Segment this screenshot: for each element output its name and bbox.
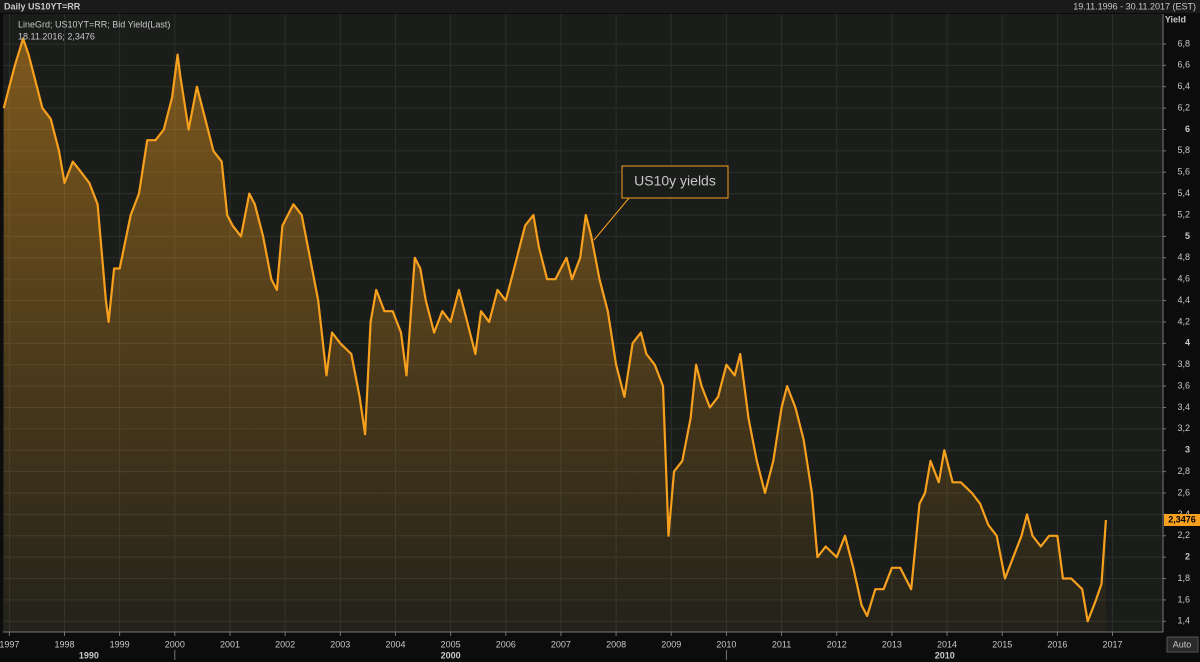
y-tick-label: 6,6 [1177,60,1190,70]
y-tick-label: 4 [1185,338,1190,348]
y-axis-label: Yield [1165,14,1186,24]
y-tick-label: 5,4 [1177,188,1190,198]
y-tick-label: 3,6 [1177,380,1190,390]
y-tick-label: 6,2 [1177,102,1190,112]
decade-label: 2000 [441,650,461,660]
x-tick-label: 1998 [54,639,74,649]
y-tick-label: 2,6 [1177,487,1190,497]
decade-label: 1990 [79,650,99,660]
auto-button[interactable] [1166,636,1199,653]
x-tick-label: 2004 [385,639,405,649]
y-tick-label: 5,8 [1177,145,1190,155]
y-tick-label: 2,8 [1177,466,1190,476]
annotation-leader [593,197,630,241]
x-tick-label: 2005 [441,639,461,649]
x-tick-label: 2012 [827,639,847,649]
y-tick-label: 1,8 [1177,573,1190,583]
x-tick-label: 2017 [1103,639,1123,649]
x-tick-label: 2006 [496,639,516,649]
axes: 1,4 1,6 1,8 2 2,2 2,4 2,6 2,8 3 3,2 3,4 3,6 3,8 4 4,2 4… [0,14,1200,660]
x-tick-label: 2011 [772,639,791,649]
x-tick-label: 2007 [551,639,571,649]
header-bar [0,0,1200,13]
x-tick-label: 2009 [661,639,681,649]
decade-label: 2010 [935,650,955,660]
legend-entry: LineGrd; US10YT=RR; Bid Yield(Last) [18,19,170,29]
y-tick-label: 2 [1185,552,1190,562]
last-price-tag [1164,513,1200,526]
y-tick-label: 2,4 [1177,509,1190,519]
x-tick-label: 2015 [992,639,1012,649]
x-tick-label: 2000 [165,639,185,649]
y-tick-label: 6,8 [1177,38,1190,48]
y-tick-label: 5 [1185,231,1190,241]
y-tick-label: 3,8 [1177,359,1190,369]
area [3,38,1106,633]
y-tick-label: 4,4 [1177,295,1190,305]
y-tick-label: 3,4 [1177,402,1190,412]
y-tick-label: 3 [1185,445,1190,455]
y-tick-label: 1,4 [1177,616,1190,626]
x-tick-label: 2002 [275,639,295,649]
y-tick-label: 6,4 [1177,81,1190,91]
line [2,37,1107,623]
x-tick-label: 2008 [606,639,626,649]
y-tick-label: 5,6 [1177,167,1190,177]
x-tick-label: 2010 [716,639,736,649]
y-tick-label: 2,2 [1177,530,1190,540]
x-tick-label: 2003 [330,639,350,649]
annotation: US10y yields [634,173,716,189]
annotation-box [621,165,729,199]
plot [2,37,1107,633]
x-tick-label: 2016 [1047,639,1067,649]
y-tick-label: 1,6 [1177,594,1190,604]
x-tick-label: 2013 [882,639,902,649]
y-tick-label: 4,6 [1177,274,1190,284]
y-tick-label: 6 [1185,124,1190,134]
legend-entry: 18.11.2016; 2,3476 [18,31,95,41]
x-tick-label: 2001 [220,639,240,649]
x-tick-label: 1999 [110,639,130,649]
y-tick-label: 3,2 [1177,423,1190,433]
chart-title: Daily US10YT=RR [4,1,81,11]
x-tick-label: 2014 [937,639,957,649]
x-tick-label: 1997 [0,639,19,649]
y-tick-label: 4,2 [1177,316,1190,326]
y-tick-label: 5,2 [1177,209,1190,219]
auto-button-label[interactable]: Auto [1173,639,1192,649]
date-range: 19.11.1996 - 30.11.2017 (EST) [1073,1,1196,11]
y-tick-label: 4,8 [1177,252,1190,262]
last-price-label: 2,3476 [1168,514,1196,524]
